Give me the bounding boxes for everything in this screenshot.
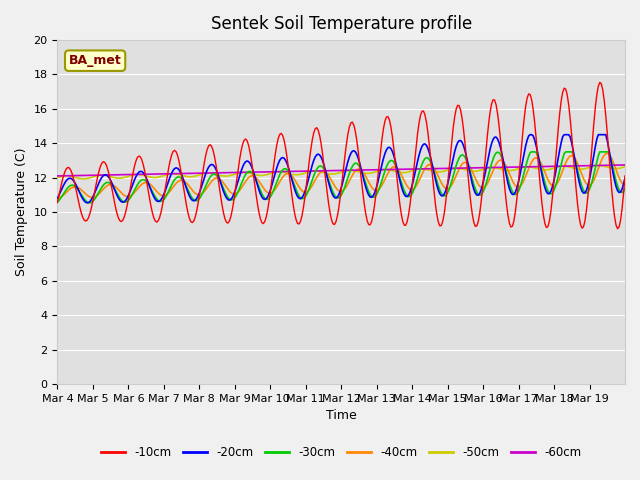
- Title: Sentek Soil Temperature profile: Sentek Soil Temperature profile: [211, 15, 472, 33]
- Legend: -10cm, -20cm, -30cm, -40cm, -50cm, -60cm: -10cm, -20cm, -30cm, -40cm, -50cm, -60cm: [97, 442, 586, 464]
- Text: BA_met: BA_met: [68, 54, 122, 67]
- Y-axis label: Soil Temperature (C): Soil Temperature (C): [15, 148, 28, 276]
- X-axis label: Time: Time: [326, 409, 356, 422]
